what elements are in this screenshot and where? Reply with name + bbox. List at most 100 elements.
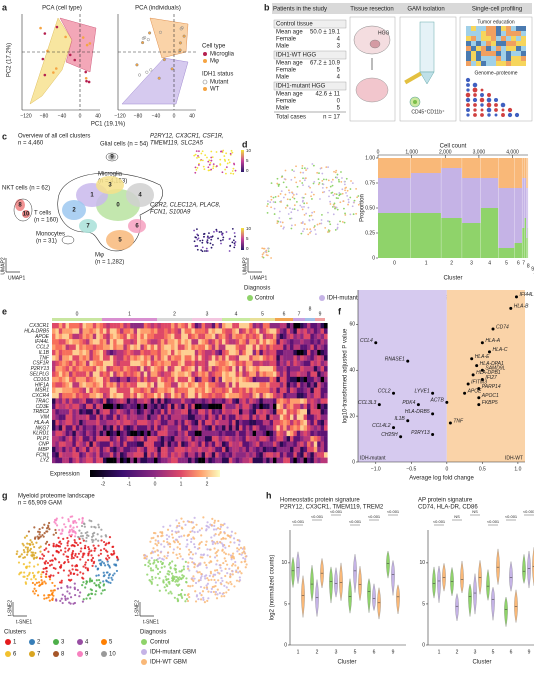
heatmap-cell [99,366,104,372]
tsne-point [90,559,93,562]
tsne-point [178,570,181,573]
heatmap-cell [201,409,206,415]
heatmap-cell [96,446,100,453]
heatmap-cell [120,393,124,399]
heatmap-cell [283,382,287,388]
heatmap-cell [184,398,189,404]
heatmap-cell [184,366,189,372]
heatmap-cell [310,436,314,442]
umap-point [321,180,324,182]
heatmap-cell [86,376,90,383]
feature-point [225,152,228,155]
heatmap-cell [313,349,318,356]
umap-point [294,224,297,226]
tsne-point [68,592,71,595]
heatmap-cell [160,409,165,415]
tsne-point [191,553,195,556]
legend-swatch [77,639,83,645]
umap-point [288,191,291,194]
tsne-point [15,552,18,556]
tsne-point [69,586,72,589]
feature-point [234,241,237,243]
tsne-point [191,577,194,580]
panel-label: e [2,306,7,316]
heatmap-cell [259,339,263,345]
heatmap-cell [215,355,219,361]
heatmap-cell [160,452,165,458]
tsne-point [82,581,85,584]
tsne-point [213,578,216,582]
point [149,68,153,72]
tsne-point [156,535,160,538]
cluster-region [126,183,154,207]
legend-title: Expression [50,472,80,478]
tsne-point [87,545,90,549]
heatmap-cell [130,349,134,356]
heatmap-cell [113,430,117,437]
heatmap-cell [222,355,226,361]
tsne-point [115,569,119,573]
feature-point [210,246,213,249]
heatmap-cell [194,457,199,464]
heatmap-cell [259,446,263,453]
axis-title: Cluster [337,660,356,666]
tsne-point [33,537,37,540]
point [179,27,183,31]
heatmap-cell [92,382,97,388]
heatmap-cell [157,409,161,415]
heatmap-cell [235,430,240,437]
heatmap-cell [130,376,134,383]
tsne-point [40,575,43,579]
heatmap-cell [215,387,219,394]
heatmap-cell [259,355,263,361]
legend-swatch [203,59,207,63]
heatmap-cell [99,349,104,356]
heatmap-cell [62,355,66,361]
tsne-point [212,573,215,576]
feature-point [201,250,204,253]
tsne-point [54,567,57,570]
heatmap-cell [324,452,328,458]
heatmap-cell [235,366,240,372]
x-tick-label: 5 [492,649,495,655]
tsne-point [229,580,232,584]
tsne-point [70,533,74,536]
heatmap-cell [103,446,107,453]
tsne-point [166,584,169,588]
tsne-point [199,576,203,580]
axis-title: log10-transformed adjusted P value [343,328,349,423]
umap-point [351,205,354,208]
heatmap-cell [177,355,182,361]
heatmap-cell [184,430,189,437]
heatmap-cell [52,441,56,448]
heatmap-cell [58,419,63,426]
heatmap-cell [177,360,182,367]
point [463,391,467,395]
heatmap-cell [269,398,274,404]
tsne-point [172,576,175,579]
heatmap-cell [103,382,107,388]
tsne-point [71,550,75,553]
heatmap-cell [164,403,168,410]
mini-heatmap-cell [516,26,521,31]
heatmap-cell [228,446,233,453]
heatmap-cell [290,366,294,372]
heatmap-cell [215,393,219,399]
heatmap-cell [174,355,178,361]
heatmap-cell [313,409,318,415]
tsne-point [235,570,238,573]
tsne-point [207,579,210,582]
tsne-point [96,568,99,571]
umap-point [347,198,350,201]
tsne-point [200,553,203,556]
heatmap-cell [154,344,158,351]
heatmap-cell [252,376,257,383]
tsne-point [106,554,109,557]
label: IDH-WT [505,455,523,461]
tsne-point [172,551,175,554]
heatmap-cell [171,430,175,437]
gene-label: CSF1R [33,361,50,367]
heatmap-cell [245,328,250,334]
tsne-point [221,579,224,582]
tsne-point [67,560,70,564]
